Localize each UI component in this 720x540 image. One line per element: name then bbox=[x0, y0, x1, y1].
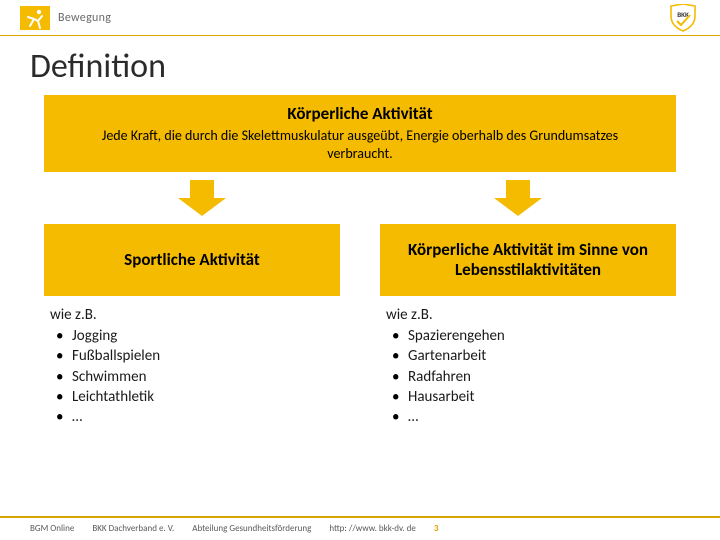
columns: Sportliche Aktivität wie z.B. Jogging Fu… bbox=[44, 224, 676, 427]
column-left-lead: wie z.B. bbox=[50, 306, 334, 324]
brand-icon: BKK bbox=[666, 4, 700, 32]
list-item: Radfahren bbox=[390, 367, 670, 387]
runner-icon bbox=[20, 6, 50, 30]
slide-footer: BGM Online BKK Dachverband e. V. Abteilu… bbox=[0, 516, 720, 540]
list-item: … bbox=[54, 407, 334, 427]
list-item: Gartenarbeit bbox=[390, 346, 670, 366]
list-item: Spazierengehen bbox=[390, 326, 670, 346]
arrow-left-wrap bbox=[63, 178, 341, 218]
arrows-row bbox=[44, 172, 676, 224]
category-label: Bewegung bbox=[58, 11, 111, 25]
definition-block: Körperliche Aktivität Jede Kraft, die du… bbox=[44, 95, 676, 172]
column-right-heading: Körperliche Aktivität im Sinne von Leben… bbox=[380, 224, 676, 296]
list-item: Jogging bbox=[54, 326, 334, 346]
footer-item: BKK Dachverband e. V. bbox=[92, 523, 174, 534]
slide-title: Definition bbox=[0, 36, 720, 95]
column-left-body: wie z.B. Jogging Fußballspielen Schwimme… bbox=[44, 296, 340, 427]
footer-item: http: //www. bkk-dv. de bbox=[329, 523, 415, 534]
arrow-down-icon bbox=[488, 178, 548, 218]
list-item: Leichtathletik bbox=[54, 387, 334, 407]
column-left: Sportliche Aktivität wie z.B. Jogging Fu… bbox=[44, 224, 340, 427]
column-right: Körperliche Aktivität im Sinne von Leben… bbox=[380, 224, 676, 427]
column-right-body: wie z.B. Spazierengehen Gartenarbeit Rad… bbox=[380, 296, 676, 427]
logo-right: BKK bbox=[666, 4, 700, 37]
slide-content: Körperliche Aktivität Jede Kraft, die du… bbox=[0, 95, 720, 427]
page-number: 3 bbox=[434, 523, 439, 534]
list-item: … bbox=[390, 407, 670, 427]
arrow-down-icon bbox=[172, 178, 232, 218]
footer-item: BGM Online bbox=[30, 523, 74, 534]
list-item: Schwimmen bbox=[54, 367, 334, 387]
slide-header: Bewegung BKK bbox=[0, 0, 720, 36]
column-right-list: Spazierengehen Gartenarbeit Radfahren Ha… bbox=[386, 326, 670, 427]
header-rule bbox=[0, 35, 720, 37]
definition-text: Jede Kraft, die durch die Skelettmuskula… bbox=[72, 127, 648, 162]
column-left-list: Jogging Fußballspielen Schwimmen Leichta… bbox=[50, 326, 334, 427]
footer-rule bbox=[0, 516, 720, 518]
footer-item: Abteilung Gesundheitsförderung bbox=[192, 523, 311, 534]
column-right-lead: wie z.B. bbox=[386, 306, 670, 324]
column-left-heading: Sportliche Aktivität bbox=[44, 224, 340, 296]
list-item: Fußballspielen bbox=[54, 346, 334, 366]
logo-left: Bewegung bbox=[20, 6, 111, 30]
arrow-right-wrap bbox=[379, 178, 657, 218]
list-item: Hausarbeit bbox=[390, 387, 670, 407]
definition-heading: Körperliche Aktivität bbox=[72, 103, 648, 124]
